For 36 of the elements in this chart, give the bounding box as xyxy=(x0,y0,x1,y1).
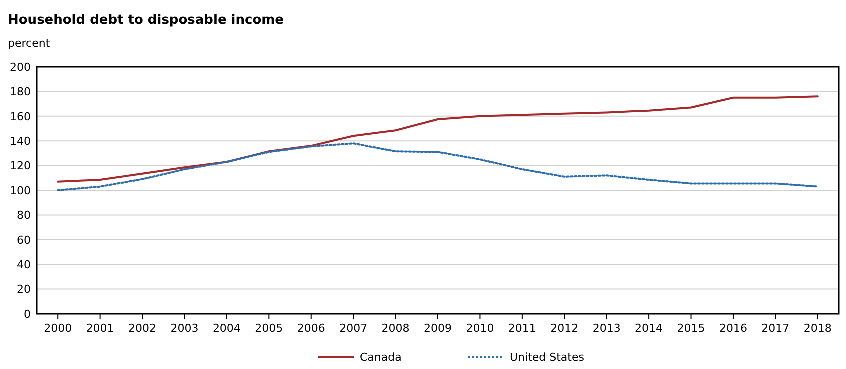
x-tick-label: 2016 xyxy=(719,322,748,335)
y-tick-label: 160 xyxy=(10,110,31,124)
x-tick-label: 2018 xyxy=(804,322,832,335)
x-tick-label: 2012 xyxy=(550,322,579,335)
x-tick-label: 2009 xyxy=(424,322,452,335)
x-tick-label: 2000 xyxy=(44,322,72,335)
y-tick-label: 60 xyxy=(17,234,31,247)
x-tick-label: 2008 xyxy=(382,322,410,335)
legend-label: Canada xyxy=(360,350,402,364)
x-tick-label: 2015 xyxy=(677,322,706,335)
x-tick-label: 2001 xyxy=(86,322,114,335)
y-tick-label: 140 xyxy=(10,134,31,148)
x-tick-label: 2002 xyxy=(128,322,157,335)
x-tick-label: 2017 xyxy=(762,322,790,335)
x-tick-label: 2013 xyxy=(592,322,621,335)
y-tick-label: 120 xyxy=(10,160,31,173)
y-tick-label: 20 xyxy=(17,283,31,296)
legend-label: United States xyxy=(510,350,585,364)
y-tick-label: 0 xyxy=(24,308,31,321)
x-tick-label: 2003 xyxy=(170,322,199,335)
x-tick-label: 2006 xyxy=(297,322,326,335)
x-tick-label: 2007 xyxy=(340,322,368,335)
x-tick-label: 2014 xyxy=(635,322,664,335)
x-tick-label: 2004 xyxy=(212,322,241,335)
x-tick-label: 2011 xyxy=(508,322,536,335)
x-tick-label: 2010 xyxy=(466,322,494,335)
y-tick-label: 100 xyxy=(10,184,31,198)
y-tick-label: 80 xyxy=(17,209,31,222)
y-tick-label: 180 xyxy=(10,86,31,99)
y-tick-label: 200 xyxy=(10,60,31,74)
line-series xyxy=(57,142,819,192)
x-tick-label: 2005 xyxy=(255,322,284,335)
y-axis-title: percent xyxy=(8,37,51,50)
line-series xyxy=(57,96,819,183)
y-tick-label: 40 xyxy=(17,258,31,272)
chart-title: Household debt to disposable income xyxy=(8,13,284,28)
